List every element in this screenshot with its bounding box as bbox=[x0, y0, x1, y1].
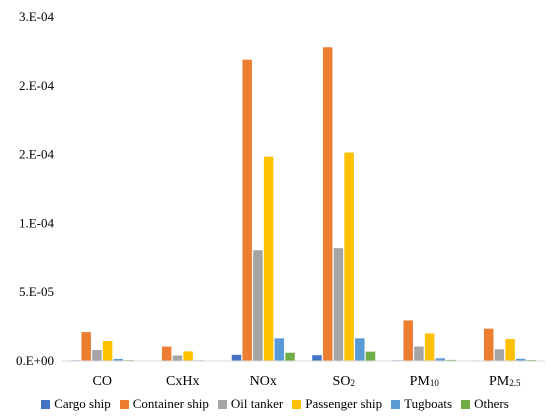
legend-item-passenger-ship: Passenger ship bbox=[292, 396, 382, 412]
bar-others-4 bbox=[446, 359, 456, 361]
legend-label: Tugboats bbox=[404, 396, 453, 411]
x-axis-category-labels: CO CxHx NOx SO2 PM10 PM2.5 bbox=[93, 374, 521, 389]
legend-item-container-ship: Container ship bbox=[119, 396, 209, 412]
bar-passenger-ship-0 bbox=[102, 341, 113, 361]
bar-tugboats-3 bbox=[355, 338, 365, 361]
x-tick-label: CxHx bbox=[166, 374, 199, 389]
legend-swatch bbox=[292, 399, 302, 409]
legend-label: Cargo ship bbox=[54, 396, 111, 411]
x-tick-label: NOx bbox=[250, 374, 277, 389]
bar-container-ship-5 bbox=[483, 328, 494, 361]
bar-passenger-ship-5 bbox=[505, 338, 515, 361]
y-tick-label: 1.E-04 bbox=[19, 215, 55, 230]
legend-swatch bbox=[391, 399, 401, 409]
legend-item-cargo-ship: Cargo ship bbox=[41, 396, 111, 412]
y-tick-label: 0.E+00 bbox=[16, 353, 54, 368]
bar-oil-tanker-1 bbox=[172, 355, 183, 361]
y-tick-label: 2.E-04 bbox=[19, 78, 55, 93]
x-tick-label: PM10 bbox=[410, 374, 440, 389]
bar-container-ship-3 bbox=[322, 47, 333, 362]
bar-tugboats-4 bbox=[435, 358, 446, 361]
bar-container-ship-2 bbox=[242, 59, 252, 361]
legend-item-others: Others bbox=[461, 396, 509, 412]
legend: Cargo ship Container ship Oil tanker Passen… bbox=[0, 396, 550, 412]
legend-swatch bbox=[217, 399, 227, 409]
bar-others-3 bbox=[365, 351, 376, 361]
bar-oil-tanker-5 bbox=[494, 349, 505, 361]
bar-container-ship-4 bbox=[403, 320, 413, 361]
bar-oil-tanker-3 bbox=[333, 248, 344, 361]
bar-container-ship-1 bbox=[161, 346, 172, 361]
bar-tugboats-2 bbox=[274, 338, 285, 361]
legend-label: Passenger ship bbox=[305, 396, 383, 411]
bar-passenger-ship-2 bbox=[263, 156, 274, 361]
y-tick-label: 3.E-04 bbox=[19, 9, 55, 24]
y-tick-label: 5.E-05 bbox=[19, 284, 54, 299]
bar-passenger-ship-4 bbox=[424, 333, 435, 361]
legend-swatch bbox=[119, 399, 129, 409]
bar-oil-tanker-2 bbox=[253, 250, 263, 361]
x-tick-label: SO2 bbox=[333, 374, 355, 389]
bar-tugboats-5 bbox=[516, 358, 526, 361]
legend-item-tugboats: Tugboats bbox=[391, 396, 452, 412]
y-axis-tick-labels: 0.E+00 5.E-05 1.E-04 2.E-04 2.E-04 3.E-04 bbox=[16, 9, 55, 368]
legend-swatch bbox=[461, 399, 471, 409]
legend-label: Oil tanker bbox=[230, 396, 284, 411]
legend-label: Container ship bbox=[132, 396, 209, 411]
legend-swatch bbox=[41, 399, 51, 409]
bar-cargo-ship-3 bbox=[312, 355, 322, 361]
y-tick-label: 2.E-04 bbox=[19, 147, 55, 162]
bar-passenger-ship-1 bbox=[183, 351, 193, 361]
legend-item-oil-tanker: Oil tanker bbox=[217, 396, 284, 412]
bar-oil-tanker-0 bbox=[92, 349, 102, 361]
bar-others-2 bbox=[285, 352, 295, 361]
x-tick-label: PM2.5 bbox=[489, 374, 521, 389]
bar-container-ship-0 bbox=[81, 332, 91, 361]
bar-cargo-ship-2 bbox=[231, 354, 242, 361]
bar-tugboats-0 bbox=[113, 358, 124, 361]
bars bbox=[70, 47, 537, 362]
legend-label: Others bbox=[474, 396, 509, 411]
bar-oil-tanker-4 bbox=[414, 346, 424, 361]
x-tick-label: CO bbox=[93, 374, 112, 389]
bar-passenger-ship-3 bbox=[344, 152, 354, 361]
